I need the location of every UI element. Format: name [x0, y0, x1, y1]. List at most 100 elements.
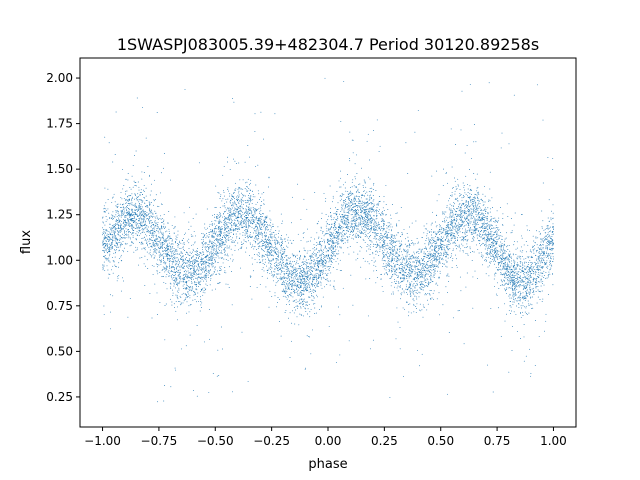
data-point	[508, 257, 509, 259]
data-point	[103, 250, 105, 252]
data-point	[315, 312, 317, 314]
data-point	[183, 265, 185, 267]
data-point	[299, 266, 301, 267]
data-point	[170, 283, 172, 285]
data-point	[146, 199, 148, 201]
data-point	[368, 263, 370, 265]
data-point	[508, 266, 509, 268]
data-point	[178, 262, 180, 264]
data-point	[526, 278, 527, 279]
data-point	[352, 139, 354, 141]
data-point	[442, 257, 443, 259]
data-point	[219, 212, 221, 214]
data-point	[383, 228, 385, 230]
data-point	[271, 227, 272, 229]
data-point	[172, 251, 174, 253]
data-point	[155, 236, 157, 238]
data-point	[335, 227, 337, 229]
data-point	[111, 269, 112, 271]
data-point	[226, 247, 228, 249]
data-point	[525, 284, 527, 286]
data-point	[402, 271, 404, 273]
data-point	[316, 279, 318, 281]
data-point	[357, 234, 359, 236]
data-point	[387, 225, 389, 227]
data-point	[256, 286, 258, 288]
data-point	[329, 257, 330, 259]
data-point	[235, 163, 237, 164]
data-point	[510, 278, 512, 280]
data-point	[305, 268, 307, 270]
data-point	[314, 254, 316, 256]
data-point	[198, 270, 200, 272]
data-point	[149, 221, 151, 223]
data-point	[353, 216, 355, 218]
data-point	[267, 250, 269, 252]
data-point	[389, 226, 391, 228]
data-point	[282, 250, 284, 252]
data-point	[398, 246, 400, 248]
data-point	[104, 255, 106, 257]
data-point	[498, 288, 500, 289]
data-point	[232, 229, 234, 231]
data-point	[501, 235, 503, 237]
data-point	[311, 255, 313, 257]
data-point	[302, 263, 304, 265]
data-point	[519, 275, 521, 277]
data-point	[256, 218, 258, 220]
data-point	[249, 156, 250, 158]
data-point	[486, 253, 488, 255]
data-point	[549, 269, 551, 271]
data-point	[231, 225, 233, 227]
data-point	[120, 229, 122, 231]
data-point	[305, 311, 307, 313]
data-point	[351, 226, 353, 228]
data-point	[428, 242, 430, 244]
data-point	[240, 216, 242, 218]
data-point	[150, 202, 152, 204]
data-point	[519, 298, 521, 300]
data-point	[528, 304, 530, 306]
data-point	[451, 195, 453, 197]
data-point	[491, 236, 492, 238]
data-point	[332, 267, 334, 268]
data-point	[422, 276, 424, 278]
data-point	[386, 232, 388, 234]
data-point	[190, 268, 192, 269]
data-point	[249, 234, 251, 236]
data-point	[324, 259, 326, 260]
data-point	[219, 245, 221, 247]
data-point	[172, 243, 174, 245]
data-point	[461, 243, 463, 245]
data-point	[237, 220, 239, 222]
data-point	[157, 238, 159, 240]
data-point	[536, 285, 538, 287]
data-point	[429, 254, 431, 256]
data-point	[423, 225, 425, 227]
data-point	[165, 303, 167, 305]
data-point	[124, 242, 126, 244]
data-point	[532, 273, 534, 275]
data-point	[453, 216, 455, 218]
data-point	[313, 258, 315, 260]
data-point	[300, 314, 302, 316]
data-point	[453, 226, 455, 228]
data-point	[523, 258, 525, 260]
data-point	[192, 256, 194, 258]
data-point	[230, 238, 232, 240]
data-point	[224, 239, 226, 241]
data-point	[463, 220, 465, 222]
data-point	[383, 240, 385, 242]
data-point	[250, 200, 252, 201]
data-point	[160, 232, 162, 233]
data-point	[450, 128, 452, 130]
data-point	[158, 247, 160, 248]
data-point	[130, 214, 132, 216]
data-point	[119, 249, 120, 251]
data-point	[323, 252, 325, 253]
data-point	[503, 246, 504, 248]
data-point	[193, 282, 195, 284]
data-point	[445, 229, 447, 231]
data-point	[157, 226, 159, 228]
data-point	[241, 243, 243, 245]
